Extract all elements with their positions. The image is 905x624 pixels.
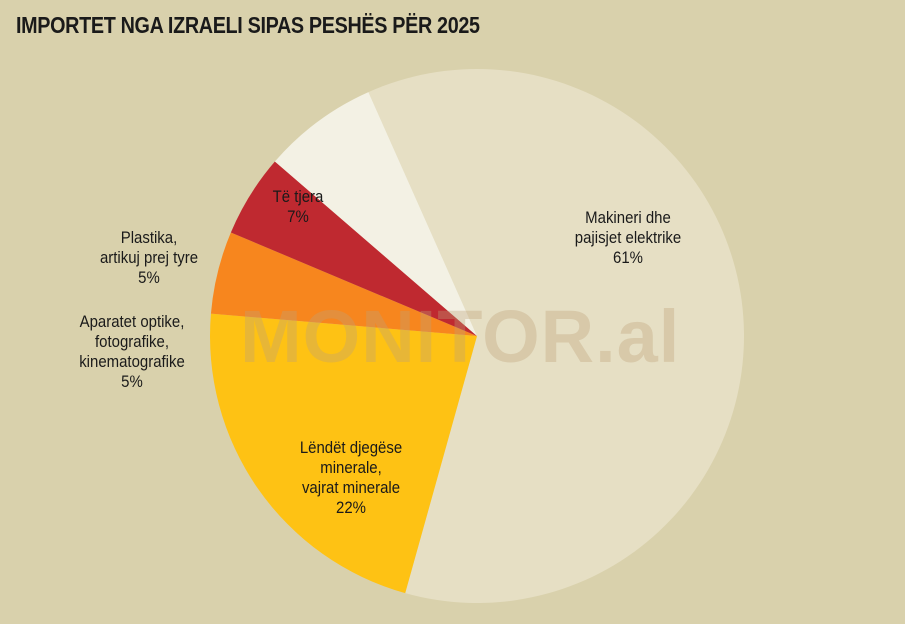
slice-label: Lëndët djegëse minerale, vajrat minerale 22… [300, 438, 402, 518]
slice-label-line: Të tjera [272, 187, 324, 206]
pie-slice [368, 68, 745, 603]
slice-label-line: Makineri dhe [585, 208, 671, 227]
chart-title: IMPORTET NGA IZRAELI SIPAS PESHËS PËR 20… [16, 12, 480, 38]
slice-value-label: 5% [121, 372, 143, 391]
slice-label: Plastika, artikuj prej tyre 5% [100, 228, 198, 288]
slice-value-label: 22% [336, 498, 366, 517]
slice-label-line: Lëndët djegëse [299, 438, 403, 457]
slice-label-line: fotografike, [94, 332, 170, 351]
slice-label: Të tjera 7% [273, 187, 324, 227]
slice-value-label: 5% [138, 268, 160, 287]
pie-slice [230, 161, 477, 336]
pie-slice [210, 313, 478, 594]
slice-label-line: Plastika, [120, 228, 178, 247]
slice-label-line: artikuj prej tyre [99, 248, 199, 267]
pie-slice [274, 92, 477, 336]
slice-label-line: Aparatet optike, [79, 312, 185, 331]
slice-label: Aparatet optike, fotografike, kinematograf… [79, 312, 185, 392]
slice-label-line: minerale, [320, 458, 382, 477]
pie-slice [210, 232, 477, 336]
slice-label-line: pajisjet elektrike [574, 228, 682, 247]
slice-label-line: vajrat minerale [301, 478, 401, 497]
slice-label: Makineri dhe pajisjet elektrike 61% [575, 208, 681, 268]
slice-value-label: 61% [613, 248, 643, 267]
slice-value-label: 7% [287, 207, 309, 226]
slice-label-line: kinematografike [79, 352, 185, 371]
